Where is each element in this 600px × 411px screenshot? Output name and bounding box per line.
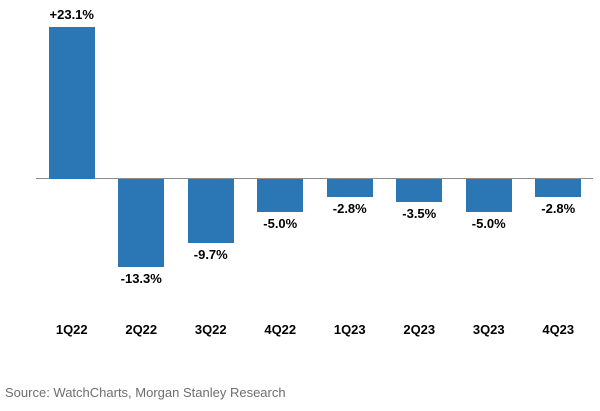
x-axis-label-4q22: 4Q22 bbox=[264, 322, 297, 337]
bar-group-3q22: -9.7% 3Q22 bbox=[176, 0, 246, 411]
plot-area: +23.1% 1Q22 -13.3% 2Q22 -9.7% 3Q22 -5.0% 4Q22 -2… bbox=[37, 0, 593, 411]
bar-group-3q23: -5.0% 3Q23 bbox=[454, 0, 524, 411]
x-axis-label-2q22: 2Q22 bbox=[125, 322, 158, 337]
bar-1q22 bbox=[48, 26, 95, 179]
bar-2q22 bbox=[118, 179, 165, 267]
value-label-2q23: -3.5% bbox=[402, 206, 437, 222]
bar-3q22 bbox=[187, 179, 234, 244]
value-label-4q22: -5.0% bbox=[263, 216, 298, 231]
bar-3q23 bbox=[465, 179, 512, 212]
bar-group-2q22: -13.3% 2Q22 bbox=[107, 0, 177, 411]
x-axis-label-2q23: 2Q23 bbox=[403, 322, 436, 337]
bar-group-4q23: -2.8% 4Q23 bbox=[524, 0, 594, 411]
x-axis-label-3q22: 3Q22 bbox=[194, 322, 227, 337]
x-axis-label-1q22: 1Q22 bbox=[55, 322, 88, 337]
bar-group-1q22: +23.1% 1Q22 bbox=[37, 0, 107, 411]
bar-2q23 bbox=[396, 179, 443, 203]
bar-group-2q23: -3.5% 2Q23 bbox=[385, 0, 455, 411]
value-label-1q22: +23.1% bbox=[49, 6, 94, 22]
value-label-2q22: -13.3% bbox=[120, 270, 162, 286]
zero-axis-line bbox=[36, 177, 593, 179]
bar-group-4q22: -5.0% 4Q22 bbox=[246, 0, 316, 411]
value-label-3q22: -9.7% bbox=[193, 247, 228, 263]
x-axis-label-1q23: 1Q23 bbox=[333, 322, 366, 337]
value-label-3q23: -5.0% bbox=[471, 216, 506, 231]
bar-group-1q23: -2.8% 1Q23 bbox=[315, 0, 385, 411]
bar-4q23 bbox=[535, 179, 582, 198]
bar-4q22 bbox=[257, 179, 304, 212]
source-note: Source: WatchCharts, Morgan Stanley Rese… bbox=[5, 385, 286, 400]
bar-1q23 bbox=[326, 179, 373, 198]
value-label-4q23: -2.8% bbox=[541, 201, 576, 217]
x-axis-label-4q23: 4Q23 bbox=[542, 322, 575, 337]
value-label-1q23: -2.8% bbox=[332, 201, 367, 217]
x-axis-label-3q23: 3Q23 bbox=[472, 322, 505, 337]
